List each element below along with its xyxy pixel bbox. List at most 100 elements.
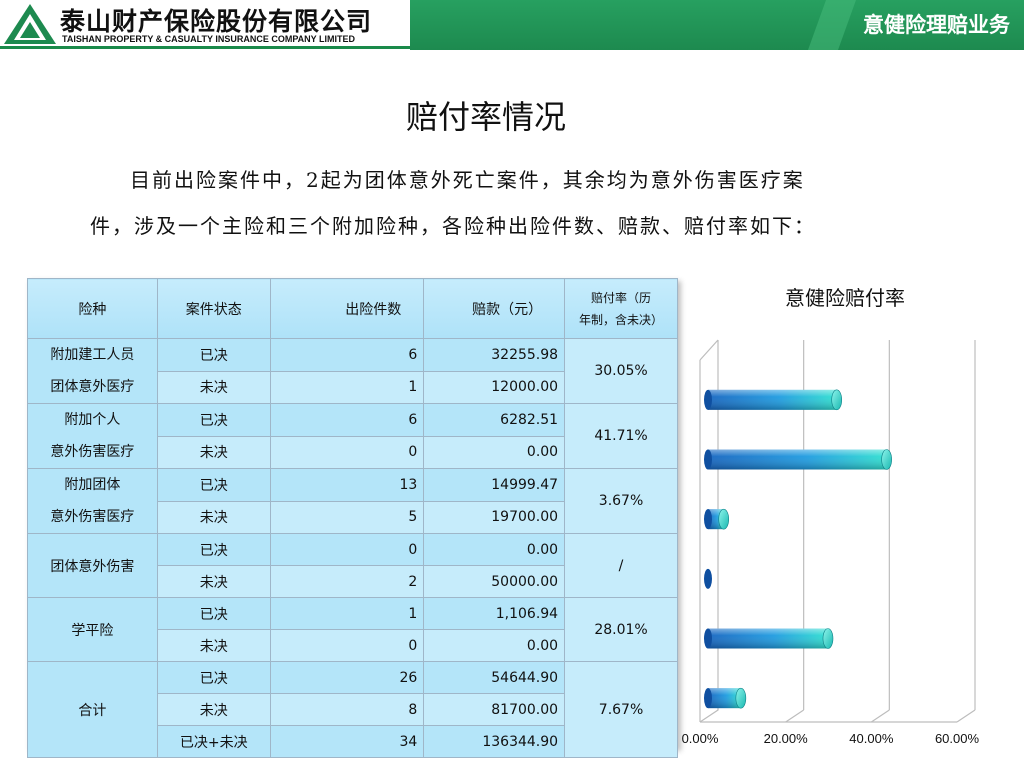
table-row: 学平险 已决 1 1,106.94 28.01% bbox=[27, 597, 678, 662]
bar-shade bbox=[708, 628, 828, 649]
bar-start-cap bbox=[704, 509, 712, 530]
status-cell: 未决 bbox=[156, 435, 271, 469]
chart-top-edge bbox=[699, 339, 719, 361]
amount-cell: 6282.51 bbox=[423, 403, 566, 437]
amount-cell: 19700.00 bbox=[423, 500, 566, 534]
bar-end-cap bbox=[831, 389, 843, 411]
x-tick-label: 40.00% bbox=[849, 731, 894, 746]
x-tick-label: 60.00% bbox=[935, 731, 980, 746]
section-title: 意健险理赔业务 bbox=[863, 13, 1010, 37]
bar-start-cap bbox=[704, 389, 712, 410]
table-row: 团体意外伤害 已决 0 0.00 / bbox=[27, 533, 678, 598]
table-row: 附加建工人员 团体意外医疗 已决 6 32255.98 30.05% bbox=[27, 338, 678, 404]
status-cell: 未决 bbox=[156, 565, 271, 598]
bar-2 bbox=[704, 508, 730, 530]
count-cell: 0 bbox=[269, 629, 425, 662]
insurance-type-cell: 合计 bbox=[27, 661, 158, 758]
count-cell: 0 bbox=[269, 435, 425, 469]
status-cell: 未决 bbox=[156, 693, 271, 726]
table-header-row: 险种 案件状态 出险件数 赔款（元） 赔付率（历 年制，含未决） bbox=[27, 278, 678, 339]
count-cell: 13 bbox=[269, 468, 425, 502]
count-cell: 0 bbox=[269, 533, 425, 566]
bar-start-cap bbox=[704, 628, 712, 649]
insurance-type-cell: 附加个人 意外伤害医疗 bbox=[27, 403, 158, 469]
x-tick-label: 0.00% bbox=[682, 731, 719, 746]
loss-ratio-cell: 3.67% bbox=[564, 468, 678, 534]
count-cell: 1 bbox=[269, 370, 425, 404]
table-row: 未决 5 19700.00 bbox=[28, 500, 678, 534]
count-cell: 6 bbox=[269, 338, 425, 372]
count-cell: 26 bbox=[269, 661, 425, 694]
insurance-type-cell: 附加建工人员 团体意外医疗 bbox=[27, 338, 158, 404]
loss-ratio-cell: 30.05% bbox=[564, 338, 678, 404]
bar-shade bbox=[708, 389, 837, 410]
loss-ratio-cell: 7.67% bbox=[564, 661, 678, 758]
status-cell: 已决+未决 bbox=[156, 725, 271, 758]
table-row: 未决 0 0.00 bbox=[28, 435, 678, 469]
status-cell: 已决 bbox=[156, 597, 271, 630]
status-cell: 未决 bbox=[156, 500, 271, 534]
bar-start-cap bbox=[704, 568, 712, 589]
bar-end-cap bbox=[718, 508, 730, 530]
count-cell: 1 bbox=[269, 597, 425, 630]
bar-end-cap bbox=[881, 449, 892, 470]
status-cell: 未决 bbox=[156, 629, 271, 662]
bar-end-cap bbox=[822, 628, 834, 649]
loss-ratio-cell: 41.71% bbox=[564, 403, 678, 469]
table-row: 未决 0 0.00 bbox=[28, 629, 678, 662]
claims-table: 险种 案件状态 出险件数 赔款（元） 赔付率（历 年制，含未决） 附加建工人员 … bbox=[27, 278, 678, 758]
header-case-status: 案件状态 bbox=[156, 278, 271, 339]
status-cell: 未决 bbox=[156, 370, 271, 404]
table-row: 未决 1 12000.00 bbox=[28, 370, 678, 404]
bar-shade bbox=[708, 449, 887, 470]
table-row: 已决+未决 34 136344.90 bbox=[28, 725, 678, 758]
intro-paragraph-line-1: 目前出险案件中，2起为团体意外死亡案件，其余均为意外伤害医疗案 bbox=[130, 168, 805, 192]
amount-cell: 32255.98 bbox=[423, 338, 566, 372]
insurance-type-line-1: 附加团体 bbox=[64, 477, 121, 493]
status-cell: 已决 bbox=[156, 338, 271, 372]
x-tick-label: 20.00% bbox=[764, 731, 809, 746]
bar-end-cap bbox=[735, 687, 747, 709]
status-cell: 已决 bbox=[156, 403, 271, 437]
insurance-type-line-1: 附加建工人员 bbox=[50, 347, 135, 363]
insurance-type-cell: 团体意外伤害 bbox=[27, 533, 158, 598]
bar-1 bbox=[704, 449, 892, 470]
chart-bars bbox=[704, 389, 892, 709]
table-row: 合计 已决 26 54644.90 7.67% bbox=[27, 661, 678, 758]
amount-cell: 54644.90 bbox=[423, 661, 566, 694]
bar-start-cap bbox=[704, 688, 712, 709]
amount-cell: 12000.00 bbox=[423, 370, 566, 404]
loss-ratio-bar-chart: 0.00% 20.00% 40.00% 60.00% bbox=[682, 339, 980, 746]
amount-cell: 14999.47 bbox=[423, 468, 566, 502]
header-claim-count: 出险件数 bbox=[269, 278, 425, 339]
count-cell: 8 bbox=[269, 693, 425, 726]
insurance-type-cell: 学平险 bbox=[27, 597, 158, 662]
amount-cell: 136344.90 bbox=[423, 725, 566, 758]
status-cell: 已决 bbox=[156, 533, 271, 566]
status-cell: 已决 bbox=[156, 661, 271, 694]
gridline-floor bbox=[956, 709, 976, 723]
insurance-type-cell: 附加团体 意外伤害医疗 bbox=[27, 468, 158, 534]
insurance-type-line-2: 意外伤害医疗 bbox=[50, 444, 135, 460]
amount-cell: 1,106.94 bbox=[423, 597, 566, 630]
header-divider bbox=[0, 46, 410, 49]
amount-cell: 0.00 bbox=[423, 435, 566, 469]
bar-0 bbox=[704, 389, 843, 411]
bar-start-cap bbox=[704, 449, 712, 470]
chart-title: 意健险赔付率 bbox=[785, 286, 905, 310]
bar-4 bbox=[704, 628, 834, 649]
table-row: 附加团体 意外伤害医疗 已决 13 14999.47 3.67% bbox=[27, 468, 678, 534]
amount-cell: 0.00 bbox=[423, 533, 566, 566]
chart-x-ticks: 0.00% 20.00% 40.00% 60.00% bbox=[682, 731, 980, 746]
amount-cell: 50000.00 bbox=[423, 565, 566, 598]
table-row: 未决 8 81700.00 bbox=[28, 693, 678, 726]
header-loss-ratio-line-1: 赔付率（历 bbox=[591, 290, 652, 305]
insurance-type-line-2: 意外伤害医疗 bbox=[50, 509, 135, 525]
gridline-floor bbox=[785, 709, 804, 723]
bar-3 bbox=[704, 568, 712, 589]
company-logo: 泰山财产保险股份有限公司 TAISHAN PROPERTY & CASUALTY… bbox=[0, 0, 410, 50]
table-row: 附加个人 意外伤害医疗 已决 6 6282.51 41.71% bbox=[27, 403, 678, 469]
count-cell: 2 bbox=[269, 565, 425, 598]
page-title: 赔付率情况 bbox=[405, 98, 566, 136]
insurance-type-line-1: 附加个人 bbox=[64, 412, 121, 428]
